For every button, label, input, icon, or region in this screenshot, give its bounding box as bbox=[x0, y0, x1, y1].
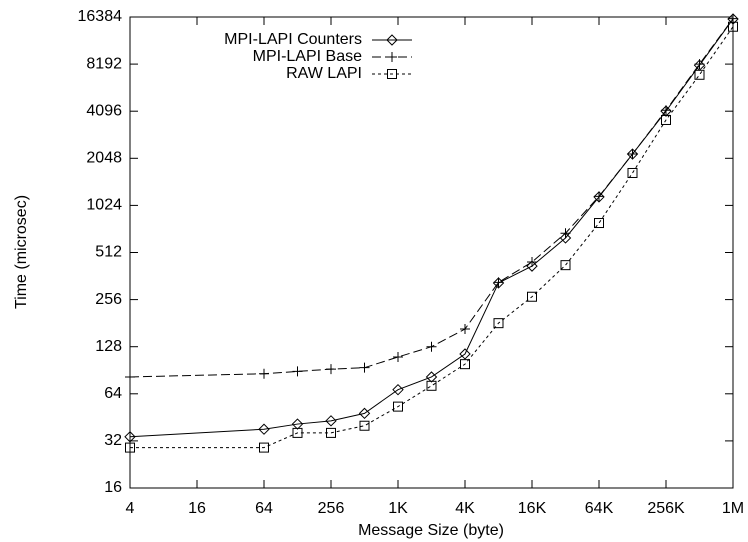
series-line bbox=[129, 18, 734, 438]
point bbox=[359, 362, 370, 373]
y-tick-label: 4096 bbox=[86, 102, 122, 119]
y-tick-label: 64 bbox=[104, 385, 122, 402]
y-tick-label: 8192 bbox=[86, 55, 122, 72]
point bbox=[594, 218, 604, 229]
point bbox=[459, 348, 471, 360]
point bbox=[627, 149, 638, 160]
point bbox=[626, 148, 639, 160]
legend-marker bbox=[387, 69, 397, 79]
x-tick-label: 4K bbox=[455, 500, 475, 517]
x-tick-label: 1M bbox=[722, 500, 744, 517]
point bbox=[392, 383, 404, 396]
point bbox=[124, 431, 136, 443]
point bbox=[460, 324, 470, 335]
legend-marker bbox=[386, 34, 398, 46]
point bbox=[460, 359, 470, 370]
point bbox=[594, 191, 604, 202]
series-line bbox=[130, 26, 734, 449]
legend-marker bbox=[387, 52, 397, 62]
point bbox=[493, 277, 504, 288]
point bbox=[326, 427, 336, 438]
point bbox=[425, 371, 438, 383]
point bbox=[593, 191, 605, 203]
point bbox=[527, 291, 537, 302]
x-tick-label: 16 bbox=[188, 500, 206, 517]
point bbox=[291, 418, 304, 430]
point bbox=[259, 442, 269, 453]
point bbox=[727, 13, 739, 25]
point bbox=[694, 59, 705, 70]
point bbox=[627, 167, 638, 178]
point bbox=[560, 228, 571, 239]
x-tick-label: 4 bbox=[126, 500, 135, 517]
y-tick-label: 16 bbox=[104, 479, 122, 496]
point bbox=[259, 368, 269, 379]
point bbox=[426, 341, 437, 352]
y-tick-label: 256 bbox=[95, 291, 122, 308]
x-tick-label: 1K bbox=[388, 500, 408, 517]
y-tick-label: 512 bbox=[95, 244, 122, 261]
legend-label: MPI-LAPI Counters bbox=[224, 31, 362, 48]
point bbox=[426, 380, 437, 391]
point bbox=[326, 364, 336, 375]
point bbox=[660, 105, 672, 117]
y-tick-label: 2048 bbox=[86, 150, 122, 167]
legend-label: RAW LAPI bbox=[286, 65, 362, 82]
y-tick-label: 32 bbox=[104, 432, 122, 449]
x-tick-label: 64 bbox=[255, 500, 273, 517]
point bbox=[559, 232, 572, 244]
x-tick-label: 256K bbox=[647, 500, 685, 517]
point bbox=[661, 114, 671, 125]
y-tick-label: 128 bbox=[95, 338, 122, 355]
point bbox=[325, 415, 337, 427]
plot-frame bbox=[129, 16, 734, 489]
point bbox=[125, 442, 135, 453]
x-tick-label: 64K bbox=[585, 500, 614, 517]
point bbox=[292, 427, 303, 438]
point bbox=[359, 420, 370, 431]
y-tick-label: 1024 bbox=[86, 197, 122, 214]
point bbox=[493, 318, 504, 329]
legend-label: MPI-LAPI Base bbox=[253, 48, 362, 65]
point bbox=[393, 401, 403, 412]
point bbox=[527, 257, 537, 268]
x-tick-label: 16K bbox=[518, 500, 547, 517]
x-tick-label: 256 bbox=[318, 500, 345, 517]
point bbox=[728, 21, 738, 32]
point bbox=[694, 69, 705, 80]
point bbox=[393, 351, 403, 362]
point bbox=[292, 366, 303, 377]
point bbox=[492, 277, 505, 289]
y-axis-label: Time (microsec) bbox=[13, 195, 30, 309]
point bbox=[358, 407, 371, 420]
y-tick-label: 16384 bbox=[78, 8, 123, 25]
point bbox=[661, 105, 671, 116]
point bbox=[125, 371, 135, 382]
point bbox=[560, 260, 571, 271]
point bbox=[258, 423, 270, 435]
series-line bbox=[129, 18, 734, 378]
x-axis-label: Message Size (byte) bbox=[358, 522, 504, 539]
